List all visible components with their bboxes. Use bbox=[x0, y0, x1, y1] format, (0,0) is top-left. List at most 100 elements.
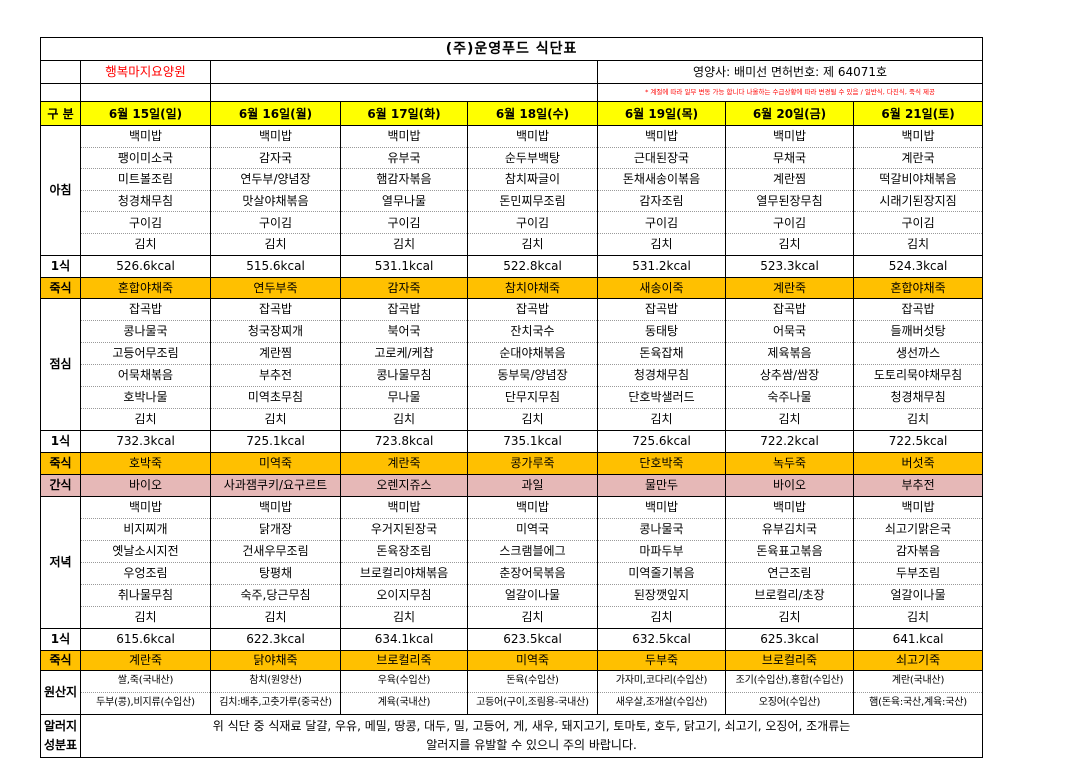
porridge-cell: 닭야채죽 bbox=[210, 649, 341, 671]
menu-item: 연두부/양념장 bbox=[210, 168, 341, 191]
origin-cell: 우육(수입산) bbox=[340, 669, 468, 693]
menu-item: 콩나물국 bbox=[597, 517, 726, 541]
menu-item: 무나물 bbox=[340, 385, 468, 409]
menu-item: 고로케/케찹 bbox=[340, 341, 468, 365]
porridge-cell: 연두부죽 bbox=[210, 276, 341, 299]
menu-item: 구이김 bbox=[210, 211, 341, 234]
menu-item: 숙주나물 bbox=[725, 385, 854, 409]
day-header: 6월 17일(화) bbox=[340, 101, 468, 126]
menu-item: 단호박샐러드 bbox=[597, 385, 726, 409]
porridge-cell: 혼합야채죽 bbox=[80, 276, 211, 299]
menu-item: 백미밥 bbox=[852, 495, 984, 519]
menu-item: 얼갈이나물 bbox=[467, 583, 598, 607]
kcal-cell: 641.kcal bbox=[852, 627, 984, 651]
porridge-cell: 미역죽 bbox=[467, 649, 598, 671]
kcal-cell: 725.6kcal bbox=[597, 429, 726, 453]
menu-item: 김치 bbox=[852, 232, 984, 256]
kcal-cell: 622.3kcal bbox=[210, 627, 341, 651]
menu-item: 청경채무침 bbox=[80, 189, 211, 213]
blank-cell bbox=[210, 83, 598, 102]
menu-item: 김치 bbox=[467, 407, 598, 431]
menu-item: 잡곡밥 bbox=[852, 297, 984, 321]
menu-item: 감자국 bbox=[210, 146, 341, 170]
menu-item: 김치 bbox=[80, 605, 211, 629]
kcal-label: 1식 bbox=[40, 627, 81, 651]
menu-item: 백미밥 bbox=[597, 125, 726, 148]
menu-item: 백미밥 bbox=[340, 495, 468, 519]
menu-item: 맛살야채볶음 bbox=[210, 189, 341, 213]
kcal-cell: 722.5kcal bbox=[852, 429, 984, 453]
menu-item: 잡곡밥 bbox=[467, 297, 598, 321]
menu-item: 잡곡밥 bbox=[210, 297, 341, 321]
menu-item: 어묵국 bbox=[725, 319, 854, 343]
menu-item: 돈민찌무조림 bbox=[467, 189, 598, 213]
kcal-cell: 531.1kcal bbox=[340, 254, 468, 278]
menu-item: 잡곡밥 bbox=[725, 297, 854, 321]
menu-item: 구이김 bbox=[80, 211, 211, 234]
menu-item: 김치 bbox=[210, 407, 341, 431]
menu-item: 취나물무침 bbox=[80, 583, 211, 607]
menu-item: 구이김 bbox=[725, 211, 854, 234]
blank-cell bbox=[40, 83, 81, 102]
day-header: 6월 21일(토) bbox=[852, 101, 984, 126]
origin-cell: 계란(국내산) bbox=[852, 669, 984, 693]
menu-item: 김치 bbox=[725, 232, 854, 256]
menu-item: 김치 bbox=[597, 232, 726, 256]
origin-cell: 계육(국내산) bbox=[340, 691, 468, 715]
menu-item: 상추쌈/쌈장 bbox=[725, 363, 854, 387]
menu-item: 김치 bbox=[80, 232, 211, 256]
menu-item: 백미밥 bbox=[210, 125, 341, 148]
menu-item: 김치 bbox=[340, 605, 468, 629]
menu-item: 브로컬리야채볶음 bbox=[340, 561, 468, 585]
day-header: 6월 19일(목) bbox=[597, 101, 726, 126]
menu-item: 미역국 bbox=[467, 517, 598, 541]
porridge-cell: 버섯죽 bbox=[852, 451, 984, 475]
kcal-cell: 623.5kcal bbox=[467, 627, 598, 651]
menu-item: 잔치국수 bbox=[467, 319, 598, 343]
menu-item: 호박나물 bbox=[80, 385, 211, 409]
allergy-label: 알러지 성분표 bbox=[40, 713, 81, 758]
kcal-cell: 526.6kcal bbox=[80, 254, 211, 278]
menu-item: 스크램블에그 bbox=[467, 539, 598, 563]
menu-item: 미역줄기볶음 bbox=[597, 561, 726, 585]
menu-item: 두부조림 bbox=[852, 561, 984, 585]
section-label-breakfast: 아침 bbox=[40, 125, 81, 256]
menu-item: 백미밥 bbox=[725, 125, 854, 148]
menu-item: 제육볶음 bbox=[725, 341, 854, 365]
menu-item: 돈채새송이볶음 bbox=[597, 168, 726, 191]
menu-item: 청경채무침 bbox=[597, 363, 726, 387]
menu-item: 고등어무조림 bbox=[80, 341, 211, 365]
origin-cell: 햄(돈육:국산,계육:국산) bbox=[852, 691, 984, 715]
menu-item: 돈육장조림 bbox=[340, 539, 468, 563]
menu-item: 백미밥 bbox=[597, 495, 726, 519]
kcal-cell: 732.3kcal bbox=[80, 429, 211, 453]
snack-cell: 물만두 bbox=[597, 473, 726, 497]
snack-cell: 과일 bbox=[467, 473, 598, 497]
menu-item: 춘장어묵볶음 bbox=[467, 561, 598, 585]
menu-item: 백미밥 bbox=[80, 495, 211, 519]
meal-plan-table: (주)운영푸드 식단표 행복마지요양원 영양사: 배미선 면허번호: 제 640… bbox=[39, 37, 984, 758]
porridge-cell: 쇠고기죽 bbox=[852, 649, 984, 671]
facility-name: 행복마지요양원 bbox=[80, 60, 211, 84]
kcal-cell: 522.8kcal bbox=[467, 254, 598, 278]
day-header: 6월 15일(일) bbox=[80, 101, 211, 126]
header-label: 구 분 bbox=[40, 101, 81, 126]
origin-label: 원산지 bbox=[40, 669, 81, 715]
allergy-label-line: 알러지 bbox=[43, 718, 78, 733]
porridge-cell: 콩가루죽 bbox=[467, 451, 598, 475]
menu-item: 김치 bbox=[210, 605, 341, 629]
menu-item: 들깨버섯탕 bbox=[852, 319, 984, 343]
menu-item: 김치 bbox=[852, 605, 984, 629]
origin-cell: 김치:배추,고춧가루(중국산) bbox=[210, 691, 341, 715]
porridge-cell: 미역죽 bbox=[210, 451, 341, 475]
snack-label: 간식 bbox=[40, 473, 81, 497]
porridge-label: 죽식 bbox=[40, 649, 81, 671]
menu-item: 미역초무침 bbox=[210, 385, 341, 409]
menu-item: 얼갈이나물 bbox=[852, 583, 984, 607]
allergy-line: 알러지를 유발할 수 있으니 주의 바랍니다. bbox=[426, 737, 637, 752]
menu-item: 우엉조림 bbox=[80, 561, 211, 585]
menu-item: 쇠고기맑은국 bbox=[852, 517, 984, 541]
notice-text: * 계절에 따라 일부 변동 가능 합니다 나올하는 수급상황에 따라 변경될 … bbox=[596, 83, 984, 102]
origin-cell: 가자미,코다리(수입산) bbox=[597, 669, 726, 693]
porridge-cell: 계란죽 bbox=[725, 276, 854, 299]
